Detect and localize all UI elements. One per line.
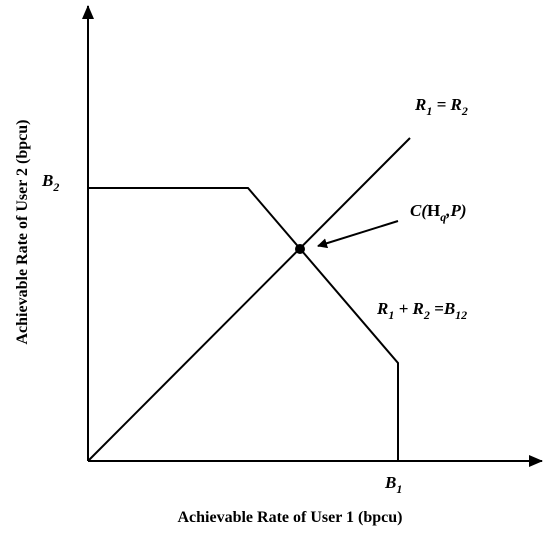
label-part: 1 <box>396 482 402 496</box>
operating-point-label: C(Hq,P) <box>410 201 467 224</box>
operating-point <box>295 244 305 254</box>
label-part: 12 <box>455 308 467 322</box>
label-part: 1 <box>388 308 394 322</box>
label-part: 2 <box>461 104 468 118</box>
x-corner-label: B1 <box>384 473 402 496</box>
label-part: + <box>394 299 412 318</box>
label-part: 1 <box>426 104 432 118</box>
label-part: ) <box>459 201 467 220</box>
label-part: q <box>440 210 446 224</box>
sum-rate-label: R1 + R2 =B12 <box>376 299 467 322</box>
pointer-arrow <box>317 220 399 249</box>
label-part: = <box>430 299 444 318</box>
label-part: C( <box>410 201 428 220</box>
label-part: 2 <box>423 308 430 322</box>
y-corner-label: B2 <box>41 171 59 194</box>
capacity-boundary <box>88 187 399 461</box>
label-part: R <box>414 95 426 114</box>
label-part: B <box>384 473 396 492</box>
label-part: = <box>432 95 450 114</box>
label-part: R <box>376 299 388 318</box>
y-axis-label: Achievable Rate of User 2 (bpcu) <box>14 119 31 344</box>
label-part: B <box>41 171 53 190</box>
label-part: R <box>412 299 424 318</box>
x-axis-label: Achievable Rate of User 1 (bpcu) <box>177 509 402 526</box>
label-part: P <box>449 201 461 220</box>
label-part: H <box>427 201 440 220</box>
label-part: 2 <box>52 180 59 194</box>
label-part: B <box>443 299 455 318</box>
label-part: , <box>445 201 450 220</box>
equal-rate-line <box>87 137 411 462</box>
label-part: R <box>450 95 462 114</box>
equal-rates-label: R1 = R2 <box>414 95 468 118</box>
